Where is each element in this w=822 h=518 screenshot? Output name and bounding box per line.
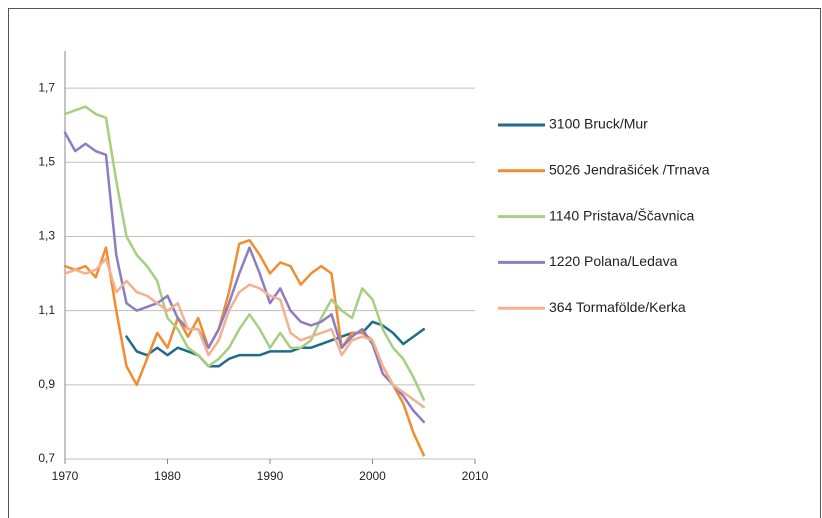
series-line xyxy=(63,105,425,401)
y-tick-label: 0,9 xyxy=(38,377,55,391)
chart-frame xyxy=(8,8,821,518)
y-tick-label: 1,3 xyxy=(38,229,55,243)
y-tick-label: 1,7 xyxy=(38,80,55,94)
x-tick-label: 1990 xyxy=(257,469,284,483)
series-line xyxy=(125,320,425,368)
x-tick-label: 1980 xyxy=(154,469,181,483)
legend-label: 364 Tormafölde/Kerka xyxy=(549,299,686,315)
x-tick-label: 2000 xyxy=(359,469,386,483)
y-tick-label: 1,1 xyxy=(38,303,55,317)
x-tick-label: 2010 xyxy=(462,469,489,483)
legend-label: 5026 Jendrašićek /Trnava xyxy=(549,162,710,178)
legend-label: 1140 Pristava/Ščavnica xyxy=(549,207,694,223)
legend-label: 3100 Bruck/Mur xyxy=(549,116,648,132)
legend-label: 1220 Polana/Ledava xyxy=(549,253,678,269)
x-tick-label: 1970 xyxy=(52,469,79,483)
y-tick-label: 0,7 xyxy=(38,451,55,465)
series-line xyxy=(63,238,425,457)
series-line xyxy=(63,257,425,409)
y-tick-label: 1,5 xyxy=(38,154,55,168)
series-line xyxy=(63,131,425,424)
